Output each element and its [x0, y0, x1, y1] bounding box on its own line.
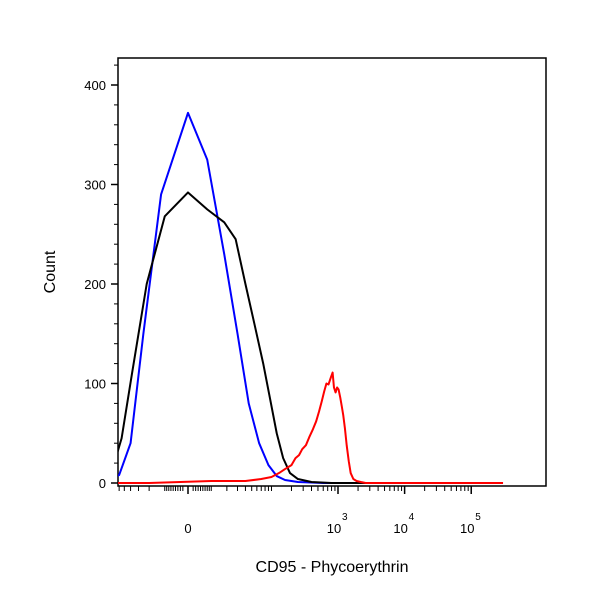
x-tick-label: 10 [460, 521, 474, 536]
y-tick-label: 0 [99, 476, 106, 491]
histogram-series-3 [118, 371, 504, 484]
y-axis: 0 100 200 300 400 [84, 64, 118, 491]
y-tick-label: 400 [84, 78, 106, 93]
x-tick-exponent: 3 [342, 512, 348, 523]
histogram-series-1 [118, 111, 504, 484]
series-layer [118, 111, 504, 484]
histogram-series-2 [118, 191, 504, 484]
y-axis-title: Count [42, 250, 59, 293]
x-tick-label: 10 [393, 521, 407, 536]
x-tick-label: 10 [327, 521, 341, 536]
y-tick-label: 300 [84, 178, 106, 193]
x-tick-label: 0 [184, 521, 191, 536]
x-axis-title: CD95 - Phycoerythrin [256, 559, 409, 576]
x-tick-exponent: 5 [475, 512, 481, 523]
plot-frame [117, 57, 547, 487]
y-tick-label: 100 [84, 377, 106, 392]
x-tick-exponent: 4 [409, 512, 415, 523]
y-tick-label: 200 [84, 277, 106, 292]
